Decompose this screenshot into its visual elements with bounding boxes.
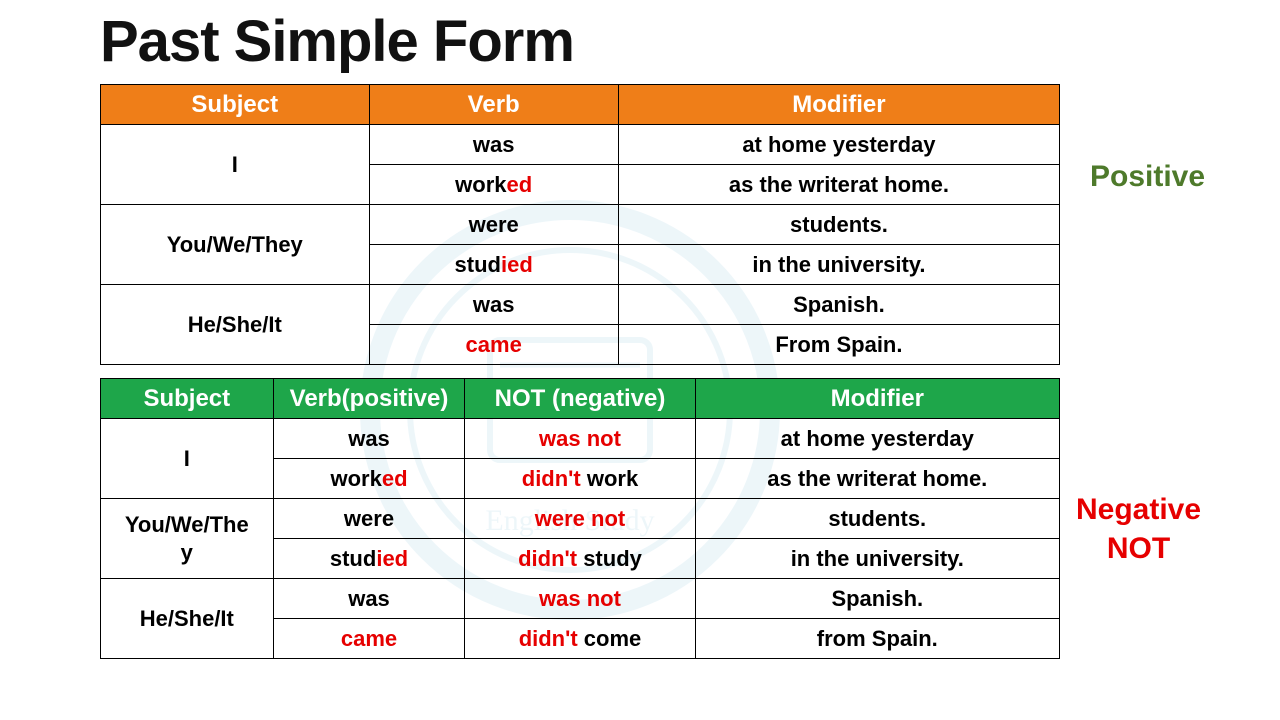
column-header: Modifier [695,379,1059,419]
not-negative-cell: was not [465,419,695,459]
verb-positive-cell: studied [273,539,465,579]
table-header-row: SubjectVerbModifier [101,85,1060,125]
modifier-cell: as the writerat home. [695,459,1059,499]
modifier-cell: Spanish. [695,579,1059,619]
modifier-cell: in the university. [695,539,1059,579]
modifier-cell: as the writerat home. [618,165,1059,205]
verb-cell: came [369,325,618,365]
highlighted-text: was not [539,586,621,611]
text: work [581,466,638,491]
text: study [577,546,642,571]
table-row: He/She/Itwaswas notSpanish. [101,579,1060,619]
subject-cell: I [101,419,274,499]
verb-positive-cell: were [273,499,465,539]
verb-positive-cell: was [273,419,465,459]
positive-table-container: SubjectVerbModifierIwasat home yesterday… [100,84,1060,365]
page-title: Past Simple Form [100,8,574,75]
not-negative-cell: didn't come [465,619,695,659]
subject-cell: You/We/They [101,205,370,285]
column-header: Subject [101,379,274,419]
not-negative-cell: was not [465,579,695,619]
negative-label-line2: NOT [1107,532,1170,565]
text: was [348,426,390,451]
highlighted-text: came [341,626,397,651]
column-header: Subject [101,85,370,125]
positive-label: Positive [1090,160,1205,194]
highlighted-text: came [466,332,522,357]
table-row: You/We/Theywerestudents. [101,205,1060,245]
modifier-cell: in the university. [618,245,1059,285]
verb-cell: was [369,125,618,165]
modifier-cell: from Spain. [695,619,1059,659]
text: work [330,466,381,491]
text: was [348,586,390,611]
not-negative-cell: were not [465,499,695,539]
verb-cell: studied [369,245,618,285]
column-header: Verb(positive) [273,379,465,419]
subject-cell: I [101,125,370,205]
highlighted-text: ed [382,466,408,491]
text: was [473,292,515,317]
negative-table-container: SubjectVerb(positive)NOT (negative)Modif… [100,378,1060,659]
column-header: NOT (negative) [465,379,695,419]
modifier-cell: Spanish. [618,285,1059,325]
subject-cell: He/She/It [101,579,274,659]
text: stud [455,252,501,277]
modifier-cell: at home yesterday [618,125,1059,165]
verb-cell: were [369,205,618,245]
table-row: You/We/Theywerewere notstudents. [101,499,1060,539]
text: was [473,132,515,157]
positive-table: SubjectVerbModifierIwasat home yesterday… [100,84,1060,365]
verb-positive-cell: came [273,619,465,659]
modifier-cell: at home yesterday [695,419,1059,459]
subject-cell: You/We/They [101,499,274,579]
highlighted-text: ied [501,252,533,277]
table-header-row: SubjectVerb(positive)NOT (negative)Modif… [101,379,1060,419]
subject-cell: He/She/It [101,285,370,365]
not-negative-cell: didn't work [465,459,695,499]
text: work [455,172,506,197]
verb-positive-cell: worked [273,459,465,499]
verb-cell: worked [369,165,618,205]
table-row: He/She/ItwasSpanish. [101,285,1060,325]
highlighted-text: were not [535,506,625,531]
text: were [344,506,394,531]
modifier-cell: students. [618,205,1059,245]
text: stud [330,546,376,571]
text: come [578,626,642,651]
table-row: Iwasat home yesterday [101,125,1060,165]
verb-cell: was [369,285,618,325]
modifier-cell: students. [695,499,1059,539]
highlighted-text: ed [507,172,533,197]
negative-table: SubjectVerb(positive)NOT (negative)Modif… [100,378,1060,659]
modifier-cell: From Spain. [618,325,1059,365]
verb-positive-cell: was [273,579,465,619]
highlighted-text: didn't [518,546,577,571]
highlighted-text: ied [376,546,408,571]
not-negative-cell: didn't study [465,539,695,579]
highlighted-text: didn't [519,626,578,651]
column-header: Verb [369,85,618,125]
text: were [469,212,519,237]
negative-label-line1: Negative [1076,493,1201,526]
negative-label: Negative NOT [1076,490,1201,568]
column-header: Modifier [618,85,1059,125]
table-row: Iwaswas notat home yesterday [101,419,1060,459]
highlighted-text: didn't [522,466,581,491]
highlighted-text: was not [539,426,621,451]
